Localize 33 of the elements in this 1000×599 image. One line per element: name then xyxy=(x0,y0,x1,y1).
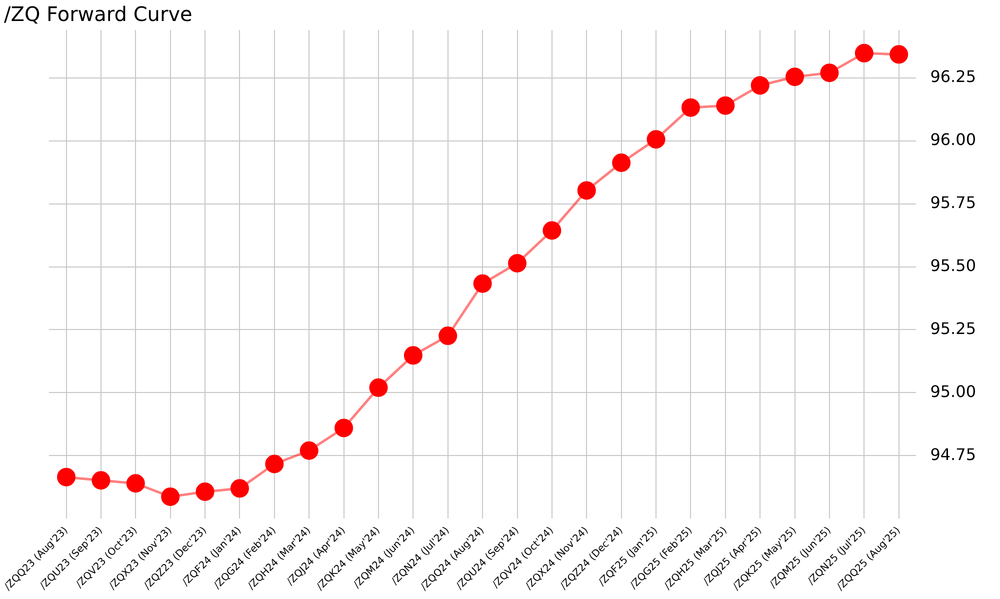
y-tick-label: 96.00 xyxy=(930,130,976,149)
point xyxy=(369,378,388,397)
point xyxy=(334,418,354,438)
chart-title: /ZQ Forward Curve xyxy=(4,2,192,26)
point xyxy=(820,64,839,82)
point xyxy=(577,181,596,200)
point xyxy=(646,130,666,149)
point xyxy=(196,482,214,501)
point xyxy=(854,44,874,62)
point xyxy=(92,471,110,490)
point xyxy=(404,346,422,365)
y-tick-label: 95.75 xyxy=(930,192,976,212)
point xyxy=(473,274,492,293)
y-tick-label: 95.00 xyxy=(930,382,976,401)
point xyxy=(508,254,526,272)
point xyxy=(126,474,145,493)
point xyxy=(612,153,631,172)
point xyxy=(438,326,458,346)
y-tick-label: 94.75 xyxy=(930,444,976,464)
y-tick-label: 95.50 xyxy=(930,256,976,275)
point xyxy=(716,96,735,115)
point xyxy=(57,468,76,486)
y-tick-label: 95.25 xyxy=(930,318,976,338)
point xyxy=(542,221,562,240)
point xyxy=(161,487,180,506)
y-tick-label: 96.25 xyxy=(930,67,976,86)
point xyxy=(786,68,804,86)
point xyxy=(300,441,318,460)
point xyxy=(681,98,700,117)
point xyxy=(890,45,908,64)
point xyxy=(750,76,770,95)
point xyxy=(230,479,249,498)
point xyxy=(265,454,284,474)
